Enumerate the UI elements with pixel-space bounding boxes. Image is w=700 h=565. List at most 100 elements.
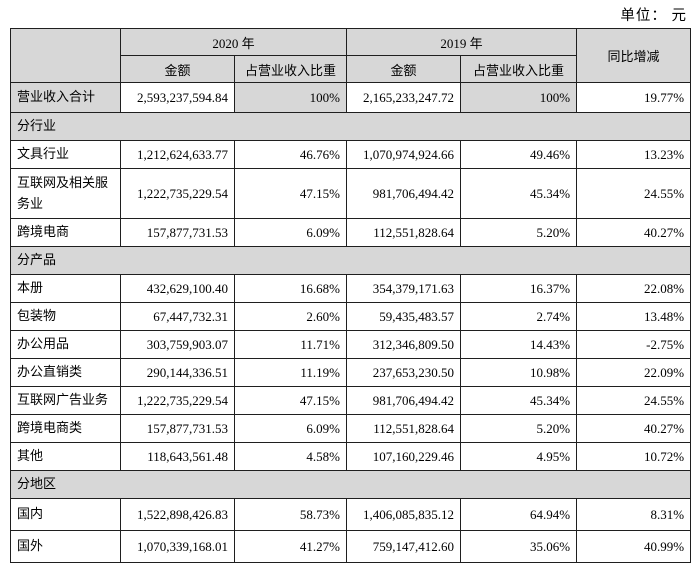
share-2019-cell: 10.98% (460, 358, 578, 387)
row-label: 国内 (10, 498, 121, 531)
share-2019-cell: 4.95% (460, 442, 578, 471)
share-2019-cell: 49.46% (460, 140, 578, 169)
revenue-table-body: 营业收入合计 2,593,237,594.84 100% 2,165,233,247.… (9, 82, 692, 563)
row-label: 营业收入合计 (10, 82, 121, 113)
row-label: 办公用品 (10, 330, 121, 359)
share-2020-cell: 47.15% (233, 386, 348, 415)
amount-2019-cell: 112,551,828.64 (346, 414, 462, 443)
section-row: 分产品 (9, 246, 692, 275)
table-header-row-years: 2020 年 2019 年 同比增减 (10, 28, 692, 83)
amount-2019-cell: 981,706,494.42 (346, 386, 462, 415)
yoy-change-header: 同比增减 (576, 28, 692, 83)
amount-2020-cell: 157,877,731.53 (120, 414, 235, 443)
yoy-change-cell: 40.27% (576, 414, 692, 443)
yoy-change-cell: 13.48% (576, 302, 692, 331)
share-2020-cell: 11.71% (233, 330, 348, 359)
share-2020-cell: 6.09% (233, 218, 348, 247)
section-label: 分产品 (9, 246, 692, 275)
table-row: 国外 1,070,339,168.01 41.27% 759,147,412.60 35… (10, 530, 692, 563)
year-2020-header: 2020 年 (119, 28, 348, 56)
share-2019-cell: 35.06% (460, 530, 578, 563)
table-row: 跨境电商类 157,877,731.53 6.09% 112,551,828.64 5.… (10, 414, 692, 443)
row-label: 跨境电商类 (10, 414, 121, 443)
amount-2019-cell: 1,070,974,924.66 (346, 140, 462, 169)
unit-note: 单位： 元 (620, 8, 687, 24)
section-row: 分行业 (9, 112, 692, 141)
amount-2020-cell: 1,222,735,229.54 (120, 168, 235, 219)
yoy-change-cell: 22.08% (576, 274, 692, 303)
share-2020-cell: 4.58% (233, 442, 348, 471)
amount-2019-cell: 2,165,233,247.72 (346, 82, 462, 113)
yoy-change-cell: 24.55% (576, 168, 692, 219)
amount-2019-cell: 59,435,483.57 (346, 302, 462, 331)
amount-2019-cell: 312,346,809.50 (346, 330, 462, 359)
amount-2019-cell: 1,406,085,835.12 (346, 498, 462, 531)
amount-2020-cell: 67,447,732.31 (120, 302, 235, 331)
row-label: 互联网广告业务 (10, 386, 121, 415)
amount-2020-cell: 2,593,237,594.84 (120, 82, 235, 113)
table-header-row-metrics: 金额 占营业收入比重 金额 占营业收入比重 (11, 55, 691, 83)
row-label: 办公直销类 (10, 358, 121, 387)
amount-2019-header: 金额 (346, 55, 462, 83)
table-row: 本册 432,629,100.40 16.68% 354,379,171.63 16.3… (10, 274, 692, 303)
amount-2020-cell: 118,643,561.48 (120, 442, 235, 471)
amount-2020-cell: 1,212,624,633.77 (120, 140, 235, 169)
share-2020-cell: 41.27% (233, 530, 348, 563)
table-row: 互联网及相关服务业 1,222,735,229.54 47.15% 981,706,4… (10, 168, 692, 219)
yoy-change-cell: 8.31% (576, 498, 692, 531)
amount-2019-cell: 237,653,230.50 (346, 358, 462, 387)
yoy-change-cell: 10.72% (576, 442, 692, 471)
row-label: 跨境电商 (10, 218, 121, 247)
share-2020-cell: 6.09% (233, 414, 348, 443)
amount-2020-cell: 1,222,735,229.54 (120, 386, 235, 415)
amount-2020-cell: 1,522,898,426.83 (120, 498, 235, 531)
amount-2020-cell: 1,070,339,168.01 (120, 530, 235, 563)
section-label: 分行业 (9, 112, 692, 141)
amount-2020-cell: 157,877,731.53 (120, 218, 235, 247)
row-label: 本册 (10, 274, 121, 303)
row-label: 互联网及相关服务业 (10, 168, 121, 219)
revenue-table: 2020 年 2019 年 同比增减 金额 占营业收入比重 金额 占营业收入比重… (9, 28, 692, 563)
share-2019-cell: 2.74% (460, 302, 578, 331)
share-2019-cell: 14.43% (460, 330, 578, 359)
share-2020-header: 占营业收入比重 (233, 55, 348, 83)
amount-2019-cell: 759,147,412.60 (346, 530, 462, 563)
table-row: 互联网广告业务 1,222,735,229.54 47.15% 981,706,494… (10, 386, 692, 415)
share-2019-cell: 64.94% (460, 498, 578, 531)
share-2019-cell: 100% (460, 82, 578, 113)
share-2020-cell: 47.15% (233, 168, 348, 219)
yoy-change-cell: 13.23% (576, 140, 692, 169)
share-2019-cell: 16.37% (460, 274, 578, 303)
table-row: 办公直销类 290,144,336.51 11.19% 237,653,230.50 1… (10, 358, 692, 387)
yoy-change-cell: 40.27% (576, 218, 692, 247)
share-2020-cell: 100% (233, 82, 348, 113)
amount-2020-cell: 432,629,100.40 (120, 274, 235, 303)
yoy-change-cell: 40.99% (576, 530, 692, 563)
row-label: 文具行业 (10, 140, 121, 169)
year-2019-header: 2019 年 (346, 28, 578, 56)
table-row: 办公用品 303,759,903.07 11.71% 312,346,809.50 14… (10, 330, 692, 359)
yoy-change-cell: 24.55% (576, 386, 692, 415)
yoy-change-cell: 22.09% (576, 358, 692, 387)
share-2019-cell: 45.34% (460, 168, 578, 219)
share-2019-header: 占营业收入比重 (460, 55, 578, 83)
row-label: 包装物 (10, 302, 121, 331)
section-label: 分地区 (9, 470, 692, 499)
table-row: 营业收入合计 2,593,237,594.84 100% 2,165,233,247.… (10, 82, 692, 113)
amount-2020-cell: 290,144,336.51 (120, 358, 235, 387)
table-row: 包装物 67,447,732.31 2.60% 59,435,483.57 2.74% 1… (10, 302, 692, 331)
section-row: 分地区 (9, 470, 692, 499)
share-2020-cell: 16.68% (233, 274, 348, 303)
table-row: 国内 1,522,898,426.83 58.73% 1,406,085,835.12… (10, 498, 692, 531)
share-2020-cell: 46.76% (233, 140, 348, 169)
amount-2019-cell: 981,706,494.42 (346, 168, 462, 219)
share-2020-cell: 58.73% (233, 498, 348, 531)
corner-cell (10, 28, 121, 83)
share-2019-cell: 5.20% (460, 218, 578, 247)
amount-2020-header: 金额 (120, 55, 235, 83)
row-label: 国外 (10, 530, 121, 563)
amount-2019-cell: 354,379,171.63 (346, 274, 462, 303)
share-2019-cell: 5.20% (460, 414, 578, 443)
amount-2019-cell: 112,551,828.64 (346, 218, 462, 247)
share-2019-cell: 45.34% (460, 386, 578, 415)
